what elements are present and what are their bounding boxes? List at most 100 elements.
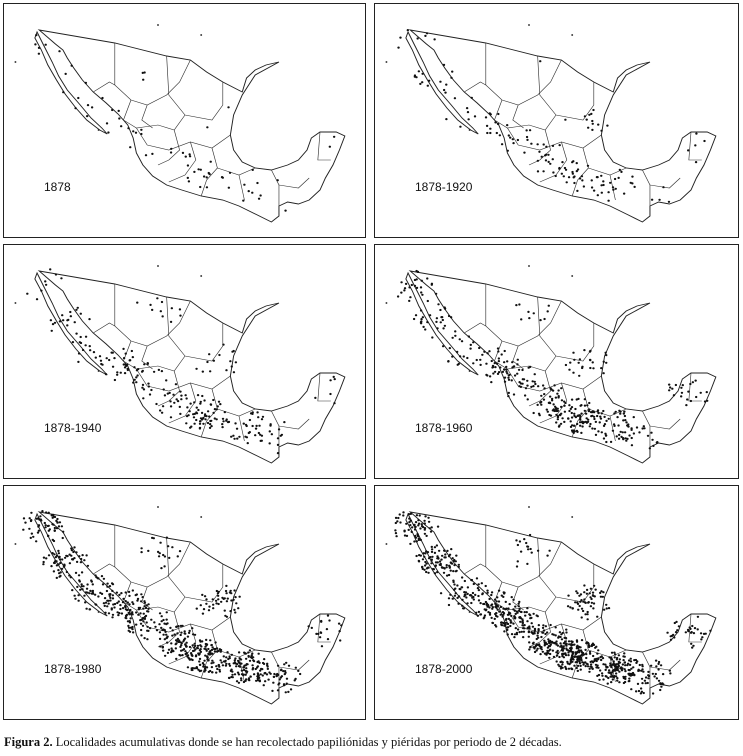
- locality-dot: [102, 577, 106, 580]
- locality-dot: [205, 666, 209, 669]
- locality-dot: [627, 659, 631, 662]
- locality-dot: [184, 394, 187, 397]
- locality-dot: [440, 566, 444, 569]
- locality-dot: [615, 435, 618, 438]
- locality-dot: [419, 82, 422, 85]
- locality-dot: [283, 663, 286, 666]
- state-border: [136, 609, 231, 633]
- locality-dot: [147, 382, 150, 385]
- locality-dot: [532, 411, 535, 415]
- locality-dot: [469, 343, 472, 346]
- island: [571, 516, 574, 518]
- locality-dot: [116, 371, 119, 374]
- locality-dot: [419, 538, 422, 541]
- locality-dot: [227, 657, 230, 661]
- locality-dot: [591, 591, 595, 594]
- locality-dot: [151, 152, 154, 155]
- locality-dot: [557, 663, 560, 666]
- locality-dot: [423, 568, 426, 571]
- locality-dot: [58, 320, 62, 323]
- locality-dot: [607, 671, 610, 674]
- locality-dot: [489, 113, 492, 116]
- locality-dot: [24, 521, 27, 524]
- locality-dot: [147, 607, 150, 610]
- locality-dot: [230, 435, 233, 438]
- locality-dot: [310, 626, 313, 629]
- locality-dot: [496, 608, 499, 611]
- locality-dot: [457, 362, 460, 365]
- locality-dot: [488, 606, 491, 609]
- locality-dot: [100, 362, 103, 366]
- locality-dot: [44, 280, 47, 283]
- locality-dot: [266, 665, 269, 668]
- locality-dot: [479, 363, 482, 366]
- locality-dot: [417, 560, 421, 563]
- locality-dot: [547, 304, 550, 307]
- locality-dot: [178, 308, 182, 311]
- locality-dot: [140, 593, 143, 596]
- locality-dot: [506, 628, 509, 631]
- locality-dot: [565, 181, 568, 184]
- locality-dot: [419, 527, 422, 530]
- locality-dot: [504, 621, 508, 624]
- locality-dot: [110, 608, 113, 611]
- locality-dot: [32, 535, 35, 538]
- locality-dot: [573, 655, 576, 658]
- locality-dot: [570, 406, 574, 409]
- locality-dot: [444, 556, 447, 559]
- locality-dot: [51, 513, 55, 516]
- locality-dot: [143, 363, 146, 366]
- locality-dot: [195, 667, 199, 670]
- locality-dot: [555, 413, 558, 416]
- locality-dot: [396, 520, 399, 523]
- locality-dot: [451, 597, 454, 600]
- locality-dot: [516, 358, 519, 361]
- state-border: [157, 129, 180, 166]
- locality-dot: [314, 396, 317, 399]
- locality-dot: [79, 335, 82, 339]
- map-content: [385, 265, 717, 464]
- locality-dot: [86, 564, 90, 567]
- state-border: [157, 370, 180, 407]
- locality-dot: [192, 646, 196, 649]
- locality-dot: [539, 653, 542, 656]
- locality-dot: [448, 553, 452, 556]
- locality-dot: [552, 655, 556, 658]
- locality-dot: [147, 549, 150, 552]
- locality-dot: [544, 159, 548, 162]
- locality-dot: [513, 609, 517, 612]
- locality-dot: [610, 673, 613, 676]
- state-border: [537, 55, 595, 121]
- locality-dot: [564, 118, 567, 121]
- locality-dot: [490, 359, 493, 363]
- locality-dot: [443, 306, 446, 309]
- locality-dot: [405, 534, 409, 537]
- locality-dot: [262, 658, 266, 661]
- locality-dot: [577, 608, 580, 611]
- locality-dot: [71, 589, 74, 592]
- locality-dot: [526, 138, 529, 141]
- island: [200, 516, 203, 518]
- locality-dot: [415, 286, 419, 289]
- locality-dot: [51, 323, 55, 326]
- locality-dot: [589, 665, 592, 668]
- locality-dot: [251, 667, 255, 670]
- locality-dot: [447, 314, 451, 318]
- locality-dot: [212, 647, 216, 651]
- locality-dot: [22, 528, 25, 531]
- locality-dot: [556, 418, 560, 421]
- locality-dot: [565, 644, 568, 647]
- locality-dot: [630, 667, 633, 670]
- locality-dot: [580, 431, 583, 434]
- locality-dot: [525, 135, 529, 139]
- locality-dot: [425, 32, 429, 35]
- locality-dot: [585, 592, 589, 595]
- locality-dot: [36, 531, 40, 534]
- locality-dot: [75, 560, 79, 563]
- locality-dot: [199, 648, 202, 651]
- locality-dot: [616, 668, 619, 671]
- locality-dot: [653, 675, 656, 678]
- locality-dot: [222, 343, 225, 346]
- locality-dot: [463, 593, 467, 596]
- locality-dot: [559, 405, 563, 408]
